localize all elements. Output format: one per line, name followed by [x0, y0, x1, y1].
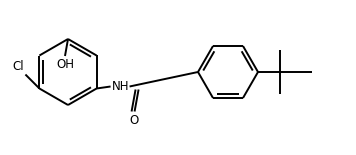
Text: OH: OH [56, 58, 74, 71]
Text: NH: NH [111, 80, 129, 93]
Text: O: O [129, 113, 138, 126]
Text: Cl: Cl [13, 60, 25, 73]
